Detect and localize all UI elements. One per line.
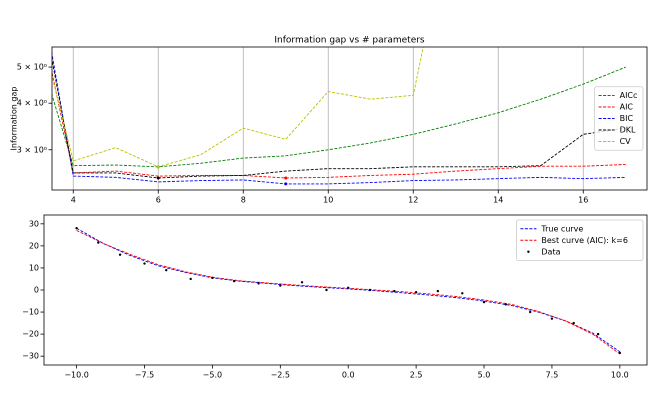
axes-frame: [43, 214, 648, 366]
legend-label: DKL: [620, 126, 636, 135]
data-point: [618, 351, 622, 355]
y-tick-label: 4 × 10⁰: [17, 99, 47, 108]
y-axis-label: Information gap: [10, 87, 19, 151]
data-point: [504, 303, 507, 306]
x-tick-label: −10.0: [64, 371, 89, 380]
x-tick-label: 4: [71, 196, 76, 205]
legend-label: AICc: [620, 91, 638, 100]
y-tick-label: −30: [22, 352, 39, 361]
x-tick-label: −2.5: [271, 371, 290, 380]
x-tick-label: 6: [156, 196, 161, 205]
legend-swatch: [527, 250, 530, 253]
x-tick-label: 2.5: [410, 371, 423, 380]
x-tick-label: 14: [493, 196, 503, 205]
data-point: [232, 279, 236, 283]
data-point: [143, 262, 146, 265]
data-point: [189, 277, 192, 281]
min-marker: [156, 176, 160, 180]
x-tick-label: 16: [578, 196, 588, 205]
legend-box: [516, 219, 644, 261]
y-tick-label: 0: [34, 286, 39, 295]
x-tick-label: 8: [241, 196, 246, 205]
data-point: [118, 253, 122, 256]
legend-label: Best curve (AIC): k=6: [541, 236, 628, 245]
series-line: [52, 51, 626, 185]
x-tick-label: −7.5: [135, 371, 154, 380]
y-tick-label: 5 × 10⁰: [17, 63, 47, 72]
y-tick-label: 3 × 10⁰: [17, 145, 47, 154]
data-point: [75, 227, 78, 230]
y-tick-label: −10: [22, 308, 39, 317]
data-point: [300, 281, 304, 284]
y-tick-label: −20: [22, 330, 39, 339]
x-tick-label: 7.5: [546, 371, 559, 380]
x-tick-label: −5.0: [203, 371, 222, 380]
x-tick-label: 12: [408, 196, 418, 205]
min-marker: [284, 182, 288, 186]
min-marker: [284, 176, 288, 180]
x-tick-label: 10: [323, 196, 333, 205]
data-point: [347, 286, 350, 289]
data-point: [529, 310, 532, 314]
legend-label: BIC: [620, 114, 634, 123]
min-marker: [156, 165, 160, 169]
y-tick-label: 20: [29, 241, 39, 250]
series-line: [52, 66, 626, 168]
data-point: [393, 289, 396, 293]
y-tick-label: 10: [29, 263, 39, 272]
data-point: [461, 292, 464, 295]
y-tick-label: 30: [29, 219, 39, 228]
series-line: [52, 47, 424, 168]
data-point: [596, 332, 600, 336]
plot-area: [52, 47, 626, 186]
data-point: [257, 282, 260, 285]
data-point: [97, 241, 100, 244]
plot-area: [75, 227, 622, 355]
chart-title: Information gap vs # parameters: [274, 36, 425, 46]
data-point: [165, 268, 168, 272]
x-tick-label: 5.0: [478, 371, 491, 380]
legend-label: Data: [541, 247, 560, 256]
data-point: [550, 317, 554, 320]
data-point: [436, 289, 440, 293]
data-point: [325, 288, 328, 292]
legend-label: CV: [620, 137, 632, 146]
data-point: [279, 284, 282, 287]
data-point: [414, 291, 418, 294]
data-point: [572, 321, 575, 325]
legend-box: [594, 86, 644, 151]
x-tick-label: 10.0: [611, 371, 629, 380]
x-tick-label: 0.0: [342, 371, 355, 380]
axes-frame: [51, 46, 648, 191]
legend-label: AIC: [620, 103, 634, 112]
data-point: [211, 276, 214, 280]
data-point: [368, 288, 372, 292]
data-point: [482, 300, 486, 304]
series-line: [52, 70, 626, 179]
legend-label: True curve: [540, 224, 583, 233]
